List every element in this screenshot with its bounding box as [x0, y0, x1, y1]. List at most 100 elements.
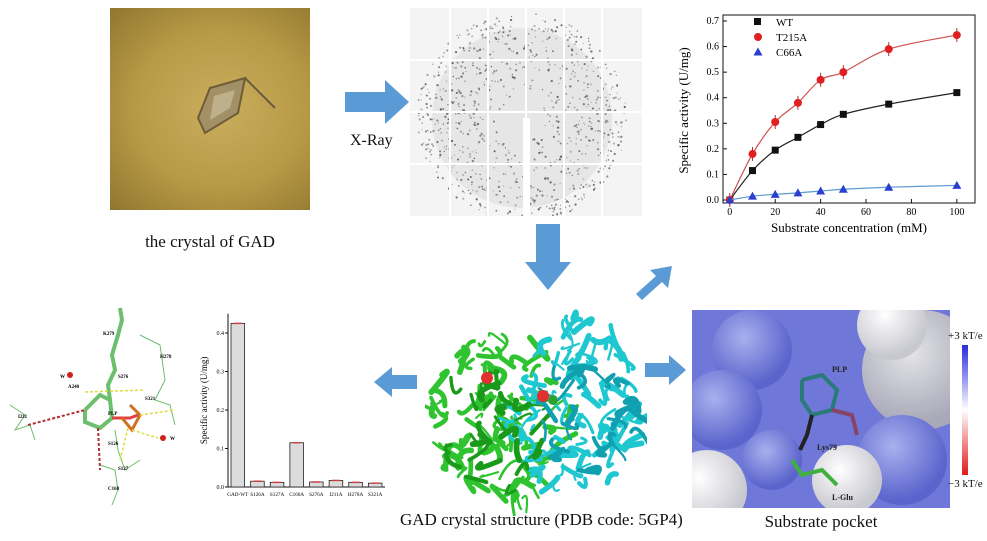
ligand-spheres	[481, 372, 493, 384]
substrate-pocket-surface: PLP Lys79 L-Glu	[692, 310, 950, 508]
diffraction-spot	[483, 84, 486, 86]
data-point-WT	[749, 167, 757, 175]
diffraction-spot	[439, 153, 442, 157]
diffraction-spot	[455, 178, 459, 181]
diffraction-spot	[548, 63, 551, 66]
diffraction-spot	[560, 24, 563, 27]
chain-b-cyan	[585, 342, 597, 364]
diffraction-spot	[535, 53, 538, 56]
diffraction-spot	[502, 85, 505, 88]
diffraction-spot	[456, 61, 459, 64]
water-icon	[67, 372, 73, 378]
diffraction-spot	[442, 108, 445, 111]
diffraction-spot	[455, 195, 458, 199]
diffraction-spot	[459, 149, 461, 152]
diffraction-spot	[474, 102, 476, 104]
diffraction-spot	[553, 206, 556, 209]
diffraction-spot	[546, 194, 548, 197]
diffraction-spot	[459, 130, 462, 133]
diffraction-spot	[613, 70, 616, 73]
diffraction-spot	[464, 96, 466, 98]
chain-a-green	[490, 483, 513, 493]
diffraction-spot	[533, 202, 536, 204]
diffraction-spot	[463, 104, 466, 107]
diffraction-spot	[604, 63, 607, 66]
diffraction-spot	[515, 180, 517, 183]
diffraction-spot	[599, 50, 601, 52]
diffraction-spot	[589, 105, 591, 107]
diffraction-spot	[544, 28, 547, 30]
data-point-T215A	[748, 149, 757, 158]
crystal-caption: the crystal of GAD	[145, 232, 275, 251]
diffraction-spot	[570, 53, 573, 57]
diffraction-spot	[599, 167, 602, 170]
diffraction-spot	[476, 24, 478, 27]
diffraction-spot	[461, 72, 465, 75]
diffraction-spot	[464, 66, 467, 69]
diffraction-spot	[583, 82, 585, 84]
diffraction-spot	[529, 185, 533, 188]
diffraction-spot	[529, 87, 532, 90]
data-point-T215A	[952, 31, 961, 40]
chain-b-cyan	[577, 476, 588, 490]
diffraction-spot	[439, 89, 442, 91]
diffraction-spot	[476, 122, 480, 126]
plp-label: PLP	[832, 365, 847, 374]
diffraction-spot	[540, 138, 543, 142]
diffraction-spot	[548, 120, 551, 123]
diffraction-spot	[513, 76, 516, 79]
diffraction-spot	[614, 96, 617, 99]
diffraction-spot	[447, 42, 450, 45]
ligand-spheres	[537, 390, 549, 402]
diffraction-spot	[620, 149, 622, 151]
diffraction-spot	[585, 75, 588, 78]
chain-b-cyan	[571, 316, 595, 335]
diffraction-spot	[420, 93, 422, 96]
diffraction-spot	[551, 50, 554, 53]
diffraction-spot	[489, 106, 492, 108]
diffraction-spot	[447, 118, 450, 121]
diffraction-spot	[508, 165, 510, 167]
diffraction-spot	[425, 94, 428, 97]
diffraction-spot	[547, 69, 550, 72]
diffraction-spot	[475, 73, 478, 76]
diffraction-spot	[592, 183, 595, 187]
diffraction-spot	[437, 166, 440, 169]
diffraction-spot	[557, 198, 559, 201]
x-axis-label: Substrate concentration (mM)	[771, 220, 927, 235]
diffraction-spot	[437, 129, 440, 132]
ligand-interaction-diagram: K279H278S276A240WPLPS321I211S126WS127C16…	[9, 307, 176, 506]
legend-marker	[753, 47, 763, 56]
diffraction-spot	[551, 100, 553, 102]
diffraction-spot	[518, 186, 520, 189]
chain-b-cyan	[561, 350, 572, 366]
diffraction-spot	[583, 122, 585, 124]
diffraction-spot	[425, 102, 428, 106]
diffraction-spot	[462, 132, 464, 135]
diffraction-spot	[597, 96, 600, 99]
diffraction-spot	[573, 36, 575, 38]
chain-a-green	[506, 420, 520, 430]
diffraction-spot	[421, 86, 424, 89]
diffraction-spot	[473, 121, 476, 124]
diffraction-spot	[545, 46, 547, 49]
diffraction-spot	[559, 207, 562, 210]
diffraction-spot	[481, 35, 483, 37]
diffraction-spot	[583, 63, 586, 66]
chain-b-cyan	[520, 374, 547, 388]
diffraction-spot	[577, 130, 580, 133]
ligand-spheres	[548, 395, 558, 405]
diffraction-spot	[597, 154, 600, 157]
diffraction-spot	[571, 208, 573, 211]
diffraction-spot	[558, 82, 560, 85]
diffraction-spot	[496, 193, 499, 196]
diffraction-spot	[460, 65, 463, 68]
diffraction-spot	[592, 138, 595, 142]
chain-b-cyan	[553, 449, 579, 459]
diffraction-spot	[593, 187, 596, 190]
x-tick-label: S321A	[368, 492, 383, 498]
diffraction-spot	[472, 64, 474, 67]
water-icon	[160, 435, 166, 441]
diffraction-spot	[560, 170, 563, 173]
diffraction-spot	[567, 167, 570, 170]
